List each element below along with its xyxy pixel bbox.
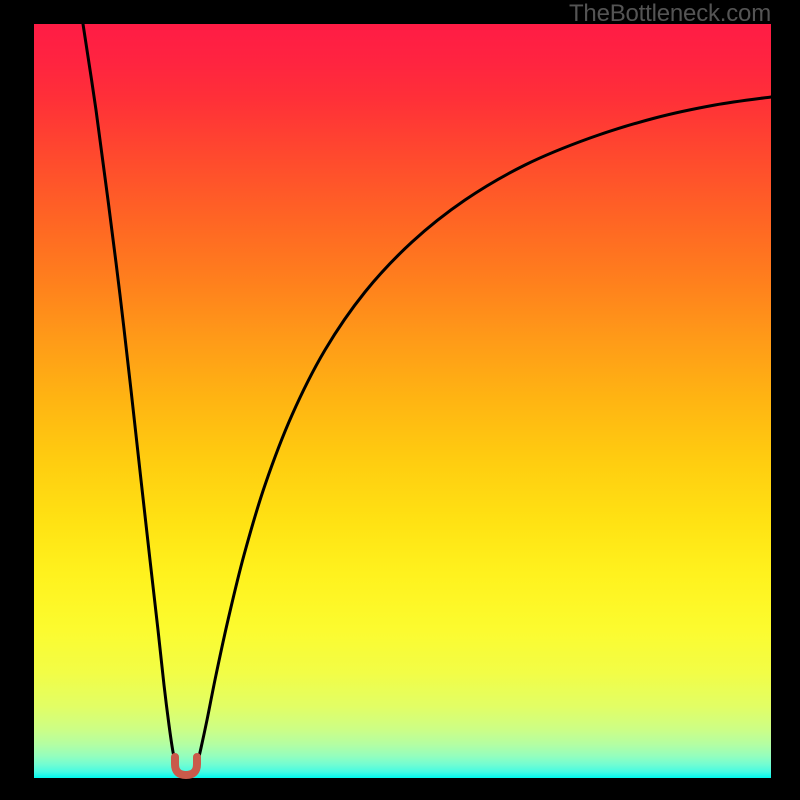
valley-marker xyxy=(175,757,197,775)
watermark-text: TheBottleneck.com xyxy=(569,0,771,28)
chart-container: TheBottleneck.com xyxy=(0,0,800,800)
curve-right-branch xyxy=(197,97,771,765)
curve-left-branch xyxy=(83,24,176,765)
curves-overlay xyxy=(0,0,800,800)
